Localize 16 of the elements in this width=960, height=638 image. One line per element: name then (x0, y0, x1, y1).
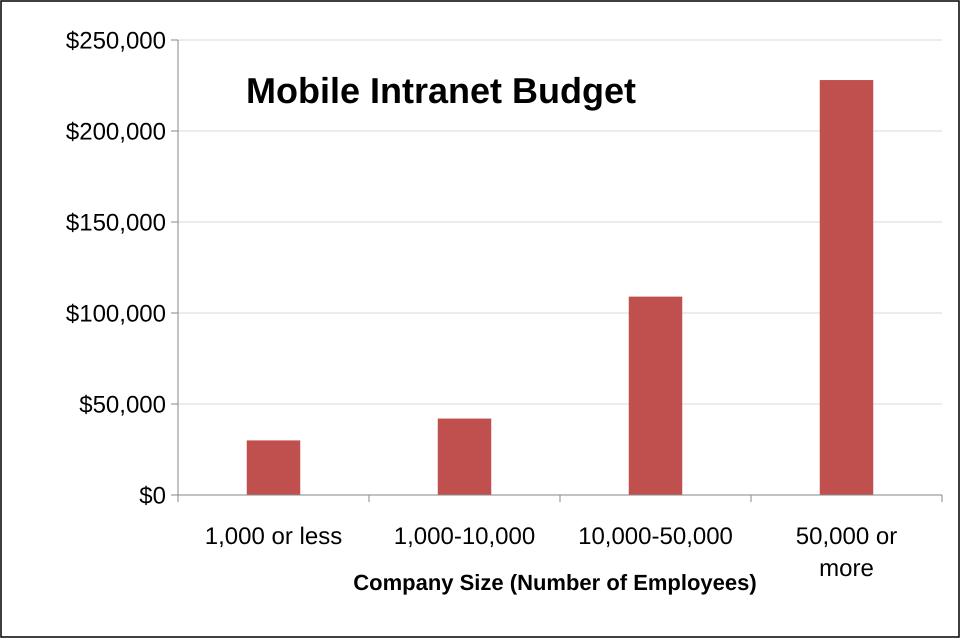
bar (628, 296, 682, 495)
x-tick-label: 50,000 or more (796, 523, 898, 582)
bar (438, 418, 492, 495)
x-tick-label: 1,000-10,000 (394, 523, 536, 550)
y-tick-label: $50,000 (79, 391, 166, 418)
x-tick-label: 10,000-50,000 (578, 523, 733, 550)
x-axis-title: Company Size (Number of Employees) (353, 570, 757, 595)
x-tick-label: 1,000 or less (204, 523, 342, 550)
y-tick-label: $100,000 (66, 300, 166, 328)
y-tick-label: $150,000 (66, 209, 166, 236)
bar (820, 80, 874, 495)
y-tick-label: $0 (139, 482, 166, 510)
text: Mobile Intranet Budget (246, 70, 636, 111)
y-tick-label: $250,000 (66, 27, 166, 54)
bar (246, 440, 300, 495)
y-tick-label: $200,000 (66, 118, 166, 146)
